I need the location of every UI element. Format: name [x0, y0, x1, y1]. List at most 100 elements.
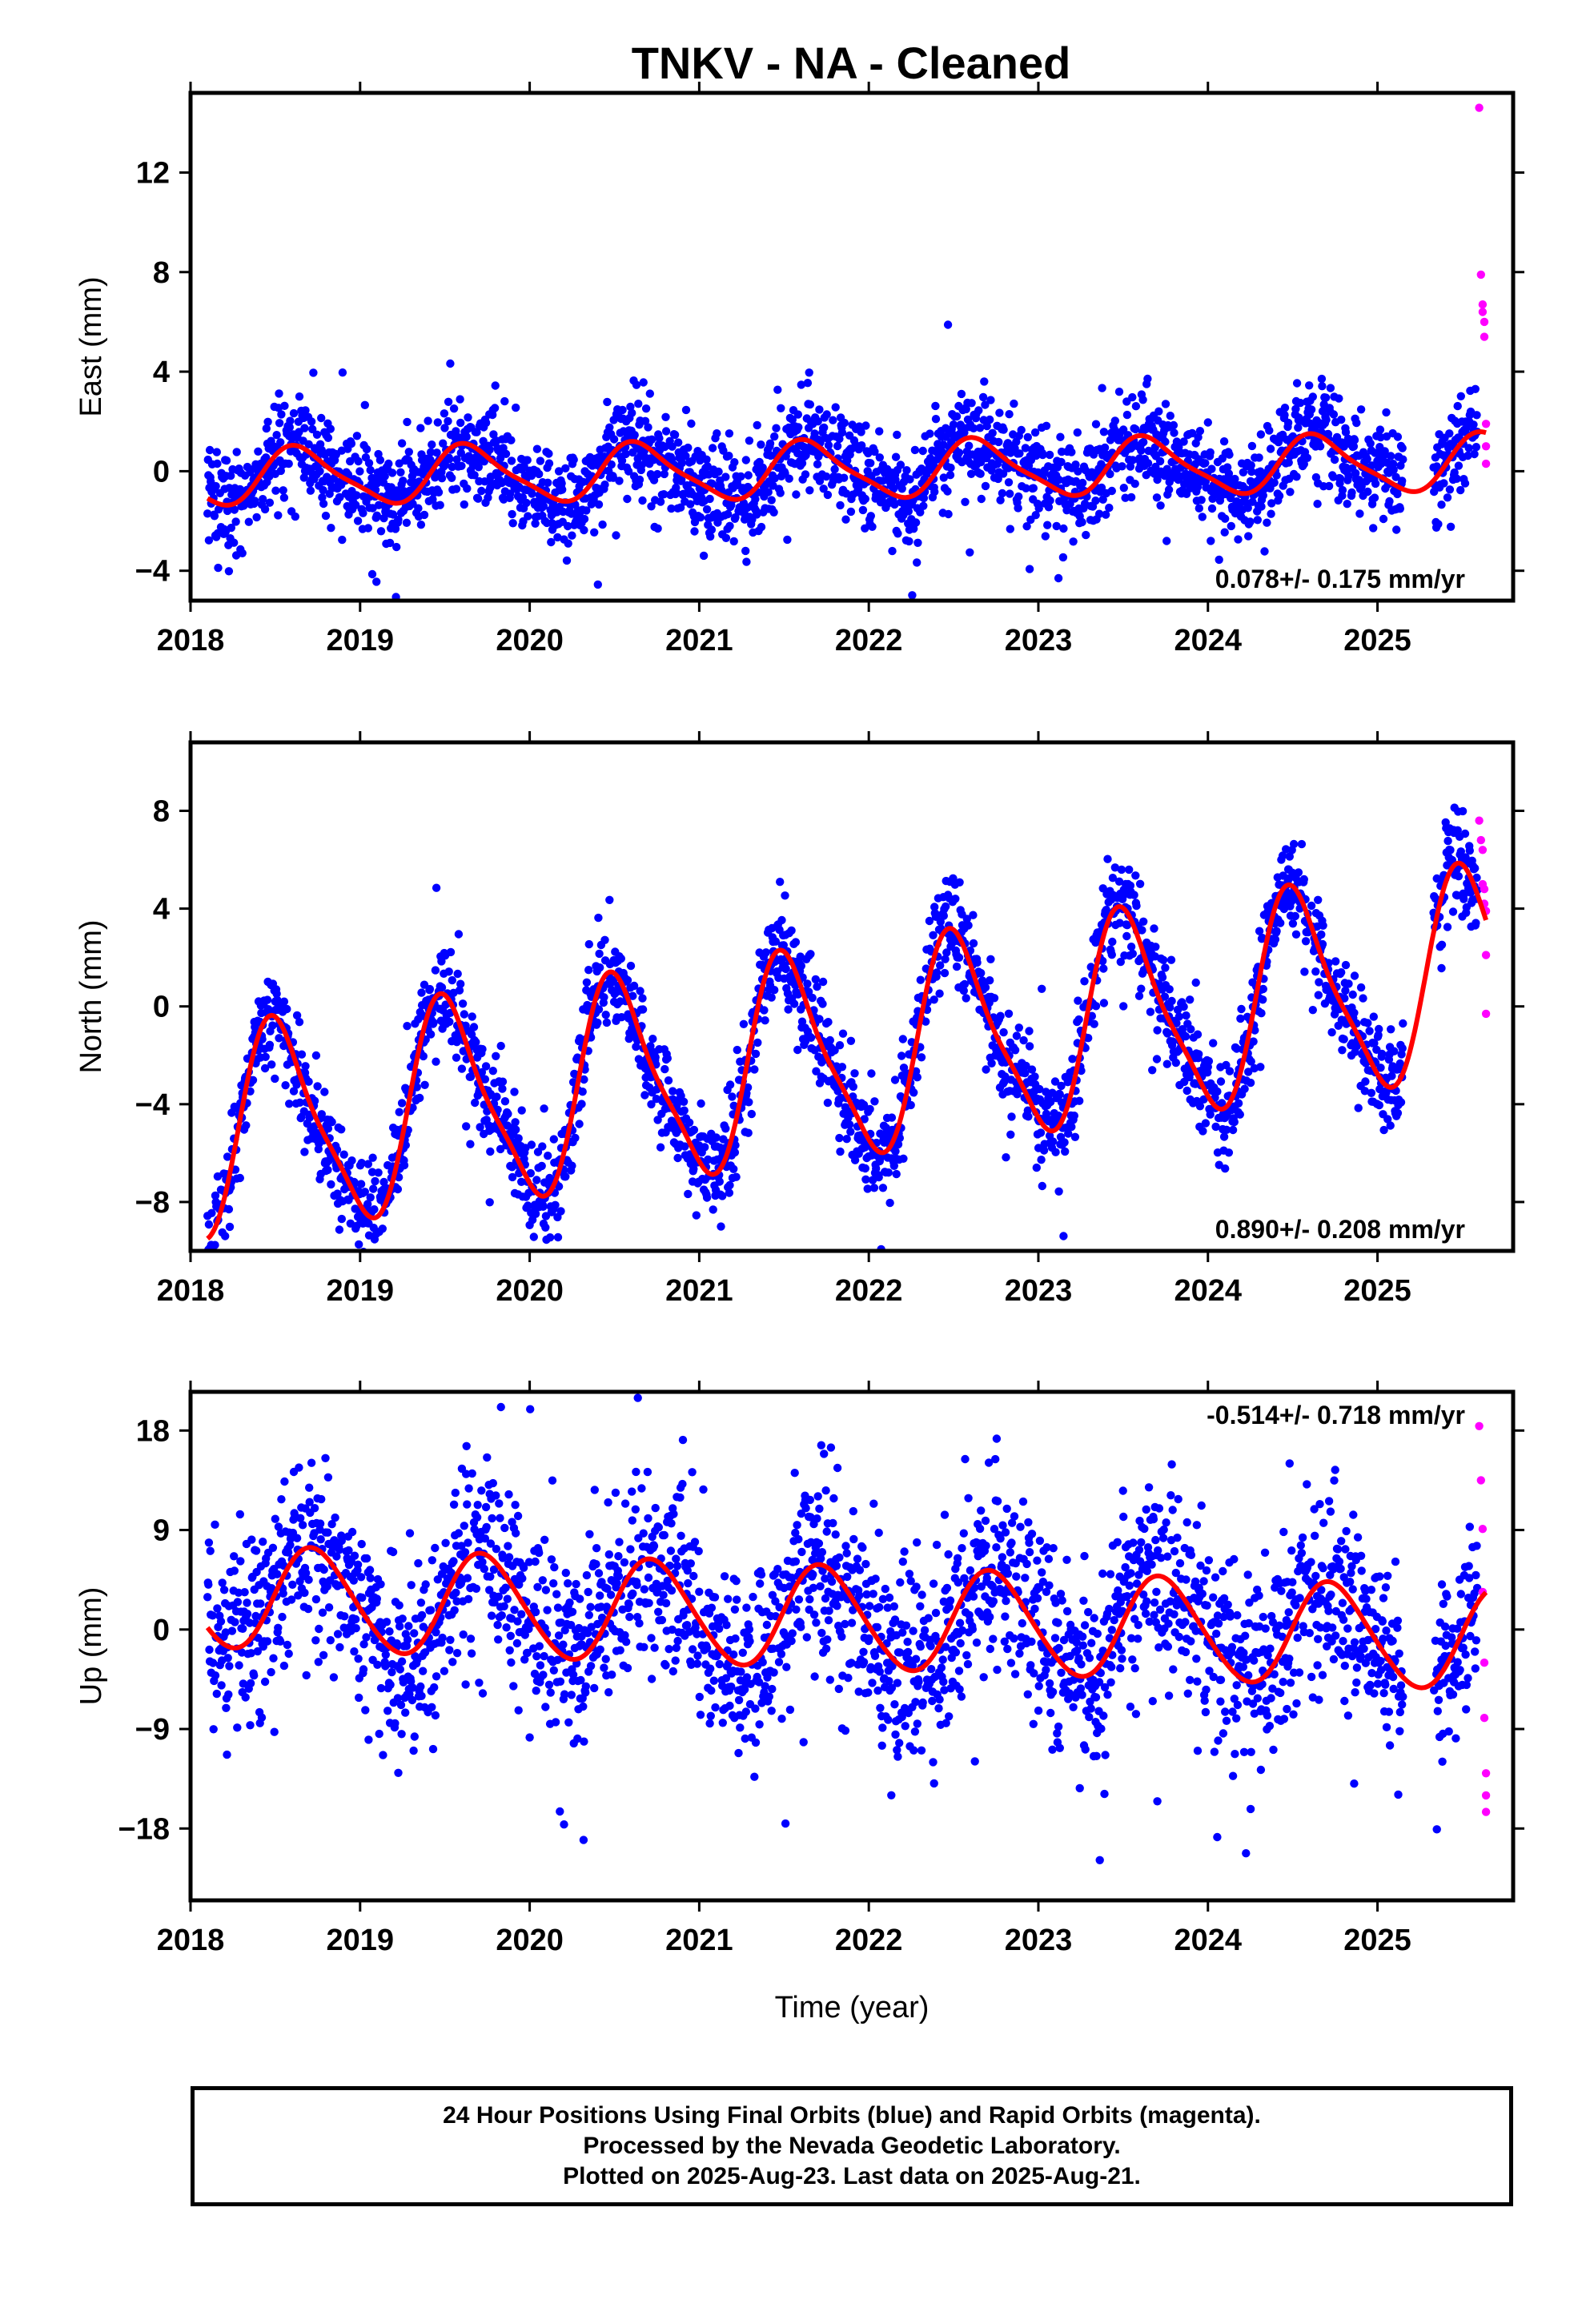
- east-final-point: [810, 429, 819, 438]
- north-final-point: [1064, 1129, 1073, 1138]
- up-final-point: [209, 1725, 218, 1734]
- north-final-point: [779, 941, 788, 950]
- east-final-point: [986, 396, 995, 404]
- north-final-point: [1098, 956, 1107, 966]
- east-final-point: [512, 403, 520, 412]
- east-final-point: [1121, 493, 1130, 502]
- east-final-point: [1231, 474, 1239, 484]
- east-final-point: [1263, 518, 1271, 527]
- east-final-point: [1338, 485, 1347, 495]
- north-final-point: [917, 1053, 926, 1062]
- north-final-point: [632, 1042, 640, 1051]
- east-final-point: [891, 452, 901, 461]
- up-final-point: [260, 1677, 270, 1687]
- east-final-point: [725, 429, 734, 438]
- east-final-point: [1398, 444, 1407, 452]
- east-final-point: [621, 449, 630, 459]
- up-final-point: [276, 1637, 285, 1646]
- east-final-point: [402, 518, 412, 527]
- north-final-point: [1027, 1065, 1037, 1074]
- north-final-point: [616, 954, 625, 963]
- up-final-point: [292, 1534, 302, 1542]
- east-final-point: [913, 538, 922, 547]
- up-final-point: [267, 1584, 276, 1593]
- north-final-point: [669, 1087, 677, 1096]
- north-final-point: [1046, 1097, 1055, 1107]
- north-final-point: [1376, 1063, 1385, 1072]
- up-final-point: [307, 1458, 316, 1467]
- east-final-point: [1166, 412, 1175, 420]
- east-final-point: [284, 459, 293, 468]
- north-final-point: [1193, 1030, 1203, 1039]
- north-y-tick-label: 0: [153, 991, 170, 1024]
- north-final-point: [1215, 1160, 1223, 1169]
- east-final-point: [708, 444, 717, 452]
- north-final-point: [680, 1106, 689, 1115]
- east-final-point: [813, 417, 822, 426]
- north-final-point: [1122, 921, 1132, 930]
- east-data-layer: [203, 103, 1491, 601]
- north-final-point: [301, 1062, 310, 1071]
- east-final-point: [452, 485, 461, 493]
- up-final-point: [321, 1454, 330, 1463]
- east-final-point: [384, 459, 393, 468]
- east-final-point: [1307, 405, 1316, 414]
- north-final-point: [1204, 1056, 1214, 1066]
- north-final-point: [1289, 839, 1299, 849]
- north-final-point: [1344, 979, 1353, 988]
- north-final-point: [1443, 836, 1452, 846]
- north-final-point: [835, 1041, 845, 1050]
- north-final-point: [207, 1208, 216, 1218]
- east-final-point: [364, 459, 374, 468]
- east-final-point: [1067, 448, 1076, 456]
- north-final-point: [1465, 846, 1475, 855]
- east-final-point: [1349, 442, 1359, 451]
- north-final-point: [977, 968, 986, 978]
- north-final-point: [458, 999, 468, 1008]
- north-final-point: [289, 1087, 299, 1096]
- north-final-point: [1216, 1077, 1226, 1086]
- north-final-point: [1396, 1098, 1406, 1107]
- east-rate-label: 0.078+/- 0.175 mm/yr: [1215, 565, 1465, 593]
- east-final-point: [957, 389, 966, 399]
- north-final-point: [1443, 923, 1452, 931]
- north-final-point: [969, 939, 978, 948]
- east-final-point: [706, 532, 715, 541]
- east-final-point: [448, 473, 456, 482]
- north-final-point: [1012, 1031, 1022, 1040]
- east-final-point: [279, 493, 289, 502]
- east-final-point: [939, 473, 949, 482]
- north-rapid-point: [1481, 1009, 1491, 1019]
- east-final-point: [721, 472, 730, 481]
- east-final-point: [639, 378, 648, 387]
- north-final-point: [1195, 1102, 1205, 1111]
- east-final-point: [420, 510, 429, 520]
- north-final-point: [897, 1051, 906, 1060]
- north-final-point: [408, 1104, 417, 1112]
- north-final-point: [472, 1038, 480, 1047]
- east-final-point: [1387, 452, 1395, 460]
- north-final-point: [539, 1202, 548, 1212]
- north-final-point: [849, 1082, 858, 1092]
- north-y-axis-label: North (mm): [74, 919, 108, 1073]
- north-final-point: [477, 1068, 487, 1077]
- north-final-point: [725, 1080, 735, 1089]
- east-final-point: [1073, 428, 1082, 437]
- east-final-point: [1137, 446, 1146, 455]
- east-final-point: [913, 558, 921, 567]
- north-final-point: [845, 1120, 854, 1129]
- east-x-tick-label: 2019: [327, 624, 395, 657]
- north-final-point: [1051, 1148, 1060, 1156]
- chart-title: TNKV - NA - Cleaned: [632, 38, 1071, 88]
- north-final-point: [664, 1076, 673, 1085]
- north-rapid-point: [1475, 816, 1484, 825]
- north-final-point: [445, 1017, 454, 1027]
- north-final-point: [689, 1164, 698, 1173]
- north-final-point: [806, 950, 815, 959]
- north-final-point: [1002, 1153, 1010, 1162]
- north-final-point: [1356, 983, 1366, 992]
- north-final-point: [285, 1100, 294, 1108]
- east-final-point: [690, 527, 699, 536]
- east-final-point: [1187, 428, 1197, 438]
- north-final-point: [1235, 1110, 1245, 1119]
